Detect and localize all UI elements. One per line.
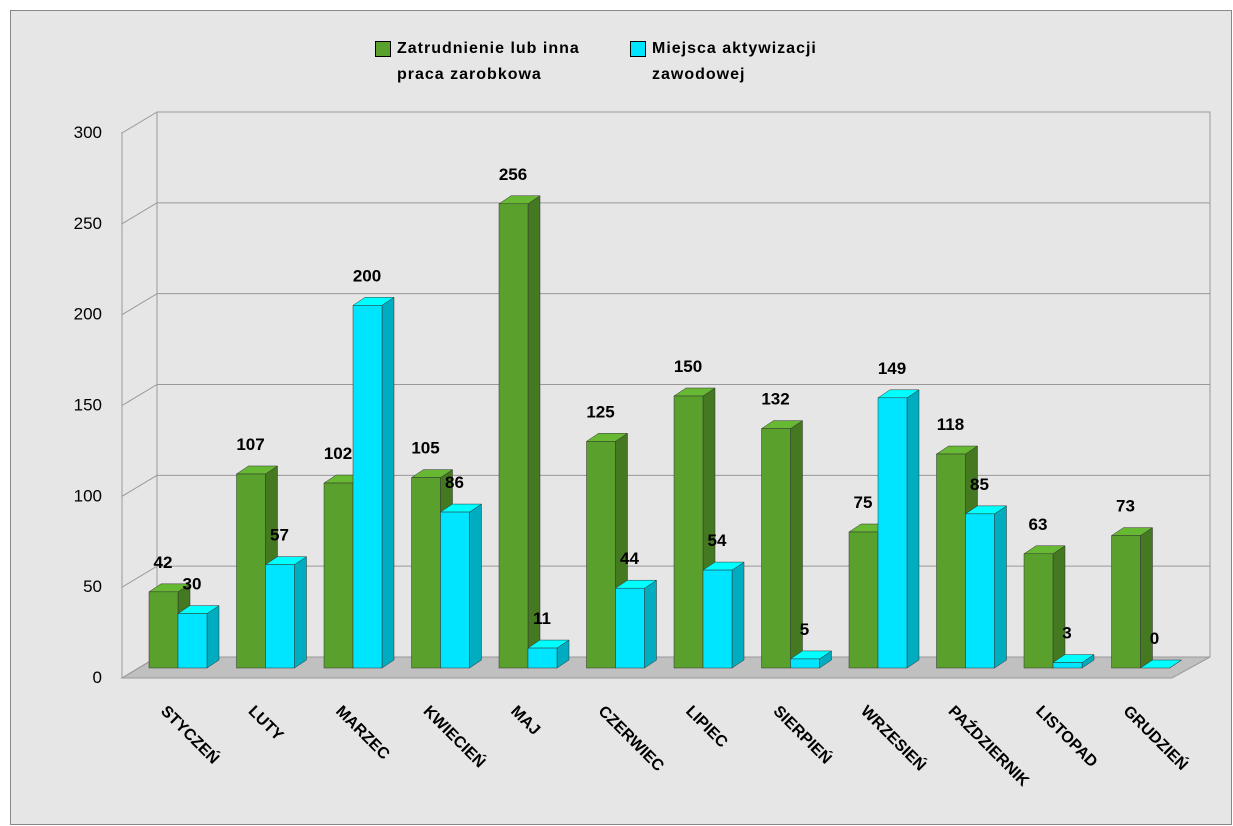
data-label: 256: [499, 165, 527, 184]
data-label: 54: [708, 531, 727, 550]
grid-line: [121, 474, 158, 497]
bar: [1111, 535, 1141, 669]
legend-item: Zatrudnienie lub inna praca zarobkowa: [375, 36, 620, 88]
y-tick-label: 150: [74, 396, 102, 415]
y-tick-label: 250: [74, 214, 102, 233]
bar-side: [527, 195, 541, 669]
bar: [790, 658, 820, 669]
bar: [323, 482, 354, 669]
bar-side: [731, 561, 745, 669]
data-label: 200: [353, 266, 381, 285]
data-label: 125: [586, 402, 614, 421]
bar: [848, 531, 879, 669]
bar: [236, 473, 266, 669]
data-label: 73: [1116, 497, 1135, 516]
data-label: 132: [761, 390, 789, 409]
bar: [965, 513, 995, 669]
y-tick-label: 300: [74, 123, 102, 142]
bar: [673, 395, 704, 669]
bar-side: [469, 503, 482, 669]
data-label: 42: [154, 553, 173, 572]
bar: [148, 591, 179, 669]
data-label: 5: [800, 620, 809, 639]
data-label: 105: [411, 439, 439, 458]
data-label: 75: [854, 493, 873, 512]
data-label: 3: [1062, 624, 1071, 643]
legend-item: Miejsca aktywizacji zawodowej: [630, 36, 860, 88]
data-label: 86: [445, 473, 464, 492]
data-label: 0: [1150, 629, 1159, 648]
bar: [702, 569, 733, 669]
grid-line: [121, 293, 158, 316]
y-tick-label: 50: [83, 577, 102, 596]
bar: [615, 587, 645, 669]
bar: [265, 564, 295, 669]
data-label: 118: [937, 415, 964, 434]
y-tick-label: 0: [93, 668, 102, 687]
bar-side: [1052, 545, 1066, 669]
bar: [761, 428, 791, 669]
data-label: 11: [533, 609, 551, 628]
grid-line: [121, 384, 158, 406]
bar: [177, 613, 208, 669]
data-label: 150: [674, 357, 702, 376]
y-tick-label: 200: [74, 305, 102, 324]
bar: [586, 441, 616, 669]
grid-line: [121, 202, 158, 225]
bar: [936, 453, 966, 669]
bar-side: [294, 556, 307, 669]
legend-swatch: [375, 41, 391, 57]
bar: [527, 647, 558, 669]
bar-side: [644, 579, 657, 669]
data-label: 107: [236, 435, 264, 454]
data-label: 30: [183, 575, 202, 594]
bar: [877, 397, 908, 669]
grid-line: [121, 565, 158, 588]
bar: [411, 477, 441, 669]
bar: [352, 305, 383, 669]
data-label: 102: [324, 444, 352, 463]
bar-side: [381, 296, 395, 669]
bar-side: [206, 605, 220, 669]
bar: [1052, 662, 1083, 669]
bar: [498, 203, 529, 669]
bar-side: [994, 505, 1007, 669]
data-label: 85: [970, 475, 989, 494]
data-label: 149: [878, 359, 906, 378]
bar-side: [906, 389, 920, 669]
bar: [440, 511, 470, 669]
data-label: 44: [620, 549, 639, 568]
legend-label: Zatrudnienie lub inna praca zarobkowa: [397, 40, 580, 83]
grid-line: [121, 111, 158, 134]
bar-top: [1139, 659, 1183, 669]
legend-swatch: [630, 41, 646, 57]
data-label: 63: [1029, 515, 1048, 534]
bar: [1023, 553, 1054, 669]
legend-label: Miejsca aktywizacji zawodowej: [652, 40, 817, 83]
y-tick-label: 100: [74, 486, 102, 505]
data-label: 57: [270, 526, 289, 545]
